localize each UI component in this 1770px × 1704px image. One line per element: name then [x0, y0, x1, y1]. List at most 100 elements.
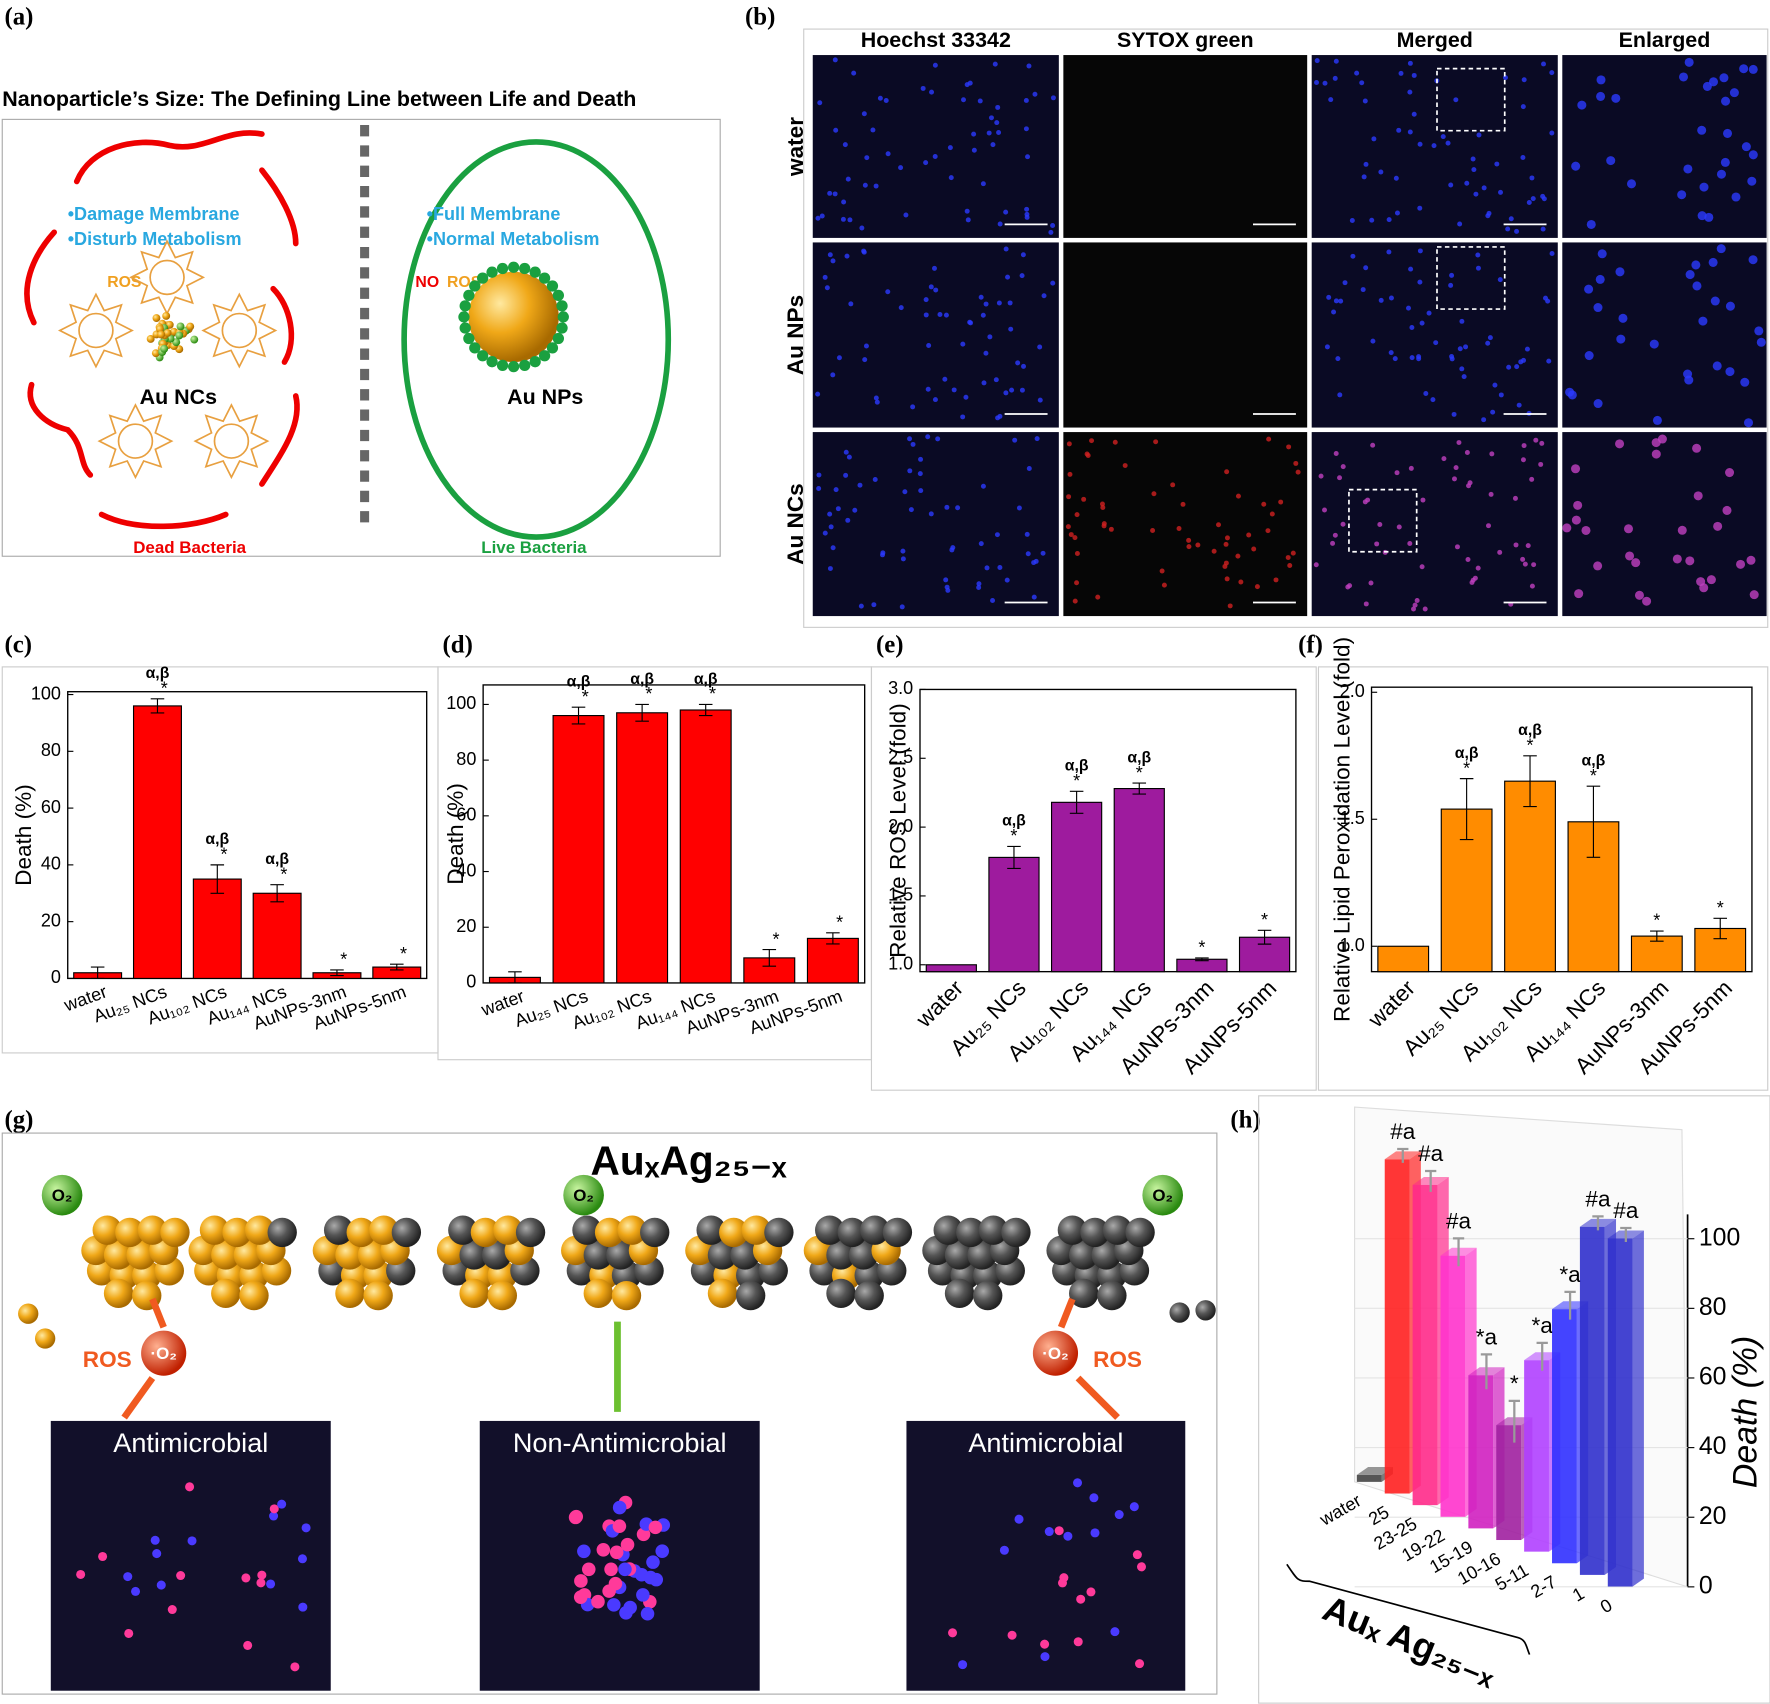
effect: •Full Membrane: [427, 204, 561, 224]
cell: [290, 1662, 300, 1672]
cell: [1748, 64, 1758, 74]
caption: Dead Bacteria: [133, 538, 246, 557]
micrograph: [50, 1420, 331, 1691]
cell: [1159, 568, 1165, 574]
cell: [1731, 192, 1741, 202]
cell: [1708, 257, 1718, 267]
cell: [1489, 451, 1495, 457]
cell: [1485, 340, 1491, 346]
ligand: [529, 266, 541, 278]
cell: [976, 585, 982, 591]
arrow: [1057, 1297, 1076, 1329]
atom: [126, 1240, 156, 1270]
cell: [976, 581, 982, 587]
cell: [1337, 475, 1343, 481]
significance-star: *: [340, 950, 347, 970]
atom: [363, 1280, 393, 1311]
column-header: SYTOX green: [1117, 28, 1254, 52]
cell: [1324, 344, 1330, 350]
z-axis-label: Death (%): [1726, 1336, 1764, 1488]
cell: [836, 355, 842, 361]
cell: [1549, 130, 1555, 136]
cell: [1596, 75, 1606, 85]
cell: [256, 1578, 266, 1588]
significance-star: *: [280, 864, 287, 884]
cell: [1265, 528, 1271, 534]
atom: [696, 1215, 726, 1245]
atom: [459, 1278, 489, 1309]
cell: [1340, 464, 1346, 470]
cell: [1720, 157, 1730, 167]
cell: [1471, 167, 1477, 173]
cell: [1448, 182, 1454, 188]
cell: [1333, 298, 1339, 304]
cell: [1531, 562, 1537, 568]
cell: [819, 213, 825, 219]
cell: [994, 532, 1000, 538]
cell: [76, 1569, 86, 1580]
cell: [1394, 470, 1400, 476]
bar-front: [1496, 1425, 1522, 1541]
cell: [1746, 555, 1756, 565]
panel-title: Nanoparticle’s Size: The Defining Line b…: [2, 87, 636, 111]
cell: [1332, 75, 1338, 81]
cell: [1024, 531, 1030, 537]
panel-frame: [1317, 666, 1769, 1091]
cell: [604, 1562, 618, 1577]
atom: [222, 1217, 252, 1248]
cell: [1216, 522, 1221, 528]
cell: [1741, 142, 1751, 152]
cell: [1019, 387, 1025, 393]
error-bar: [1069, 790, 1084, 814]
atom: [211, 1240, 241, 1270]
atom: [239, 1280, 269, 1311]
cell: [640, 1606, 655, 1621]
significance-star: *: [1527, 736, 1534, 756]
cell: [1634, 590, 1644, 600]
cell: [1445, 140, 1451, 146]
cell: [1514, 364, 1520, 370]
ligand: [463, 332, 475, 345]
cell: [1396, 127, 1402, 133]
atom: [973, 1280, 1003, 1311]
cell: [885, 151, 891, 157]
cell: [1672, 554, 1682, 564]
significance-star: *: [161, 679, 168, 699]
cell: [1235, 553, 1241, 559]
cell: [1074, 580, 1080, 586]
cell: [1025, 154, 1031, 160]
cell: [150, 1535, 160, 1545]
cell: [1014, 1514, 1024, 1524]
cell: [978, 541, 984, 547]
atom: [707, 1278, 738, 1309]
ligand: [552, 289, 565, 302]
cell: [1697, 125, 1707, 135]
cell: [1702, 81, 1712, 91]
cell: [1007, 300, 1013, 306]
cell: [187, 1536, 197, 1546]
cell: [1388, 295, 1394, 301]
cell: [596, 1543, 611, 1557]
broken-membrane: [24, 130, 300, 530]
bar: [252, 892, 302, 979]
cell: [1606, 156, 1616, 166]
cell: [992, 61, 998, 67]
cell: [1505, 226, 1511, 232]
cell: [1266, 436, 1272, 442]
ligand: [477, 350, 489, 362]
cell: [1314, 79, 1320, 85]
cell: [1338, 298, 1344, 304]
cell: [1407, 129, 1413, 135]
atom: [815, 1215, 845, 1245]
cell: [1708, 77, 1719, 87]
cell: [1161, 582, 1167, 588]
membrane: [401, 139, 672, 540]
cell: [1407, 541, 1413, 547]
cell: [1529, 476, 1535, 482]
bar: [616, 712, 669, 984]
cell: [1584, 351, 1594, 361]
atom: [34, 1328, 56, 1349]
cell: [123, 1572, 133, 1582]
panel-label: (b): [745, 4, 775, 31]
